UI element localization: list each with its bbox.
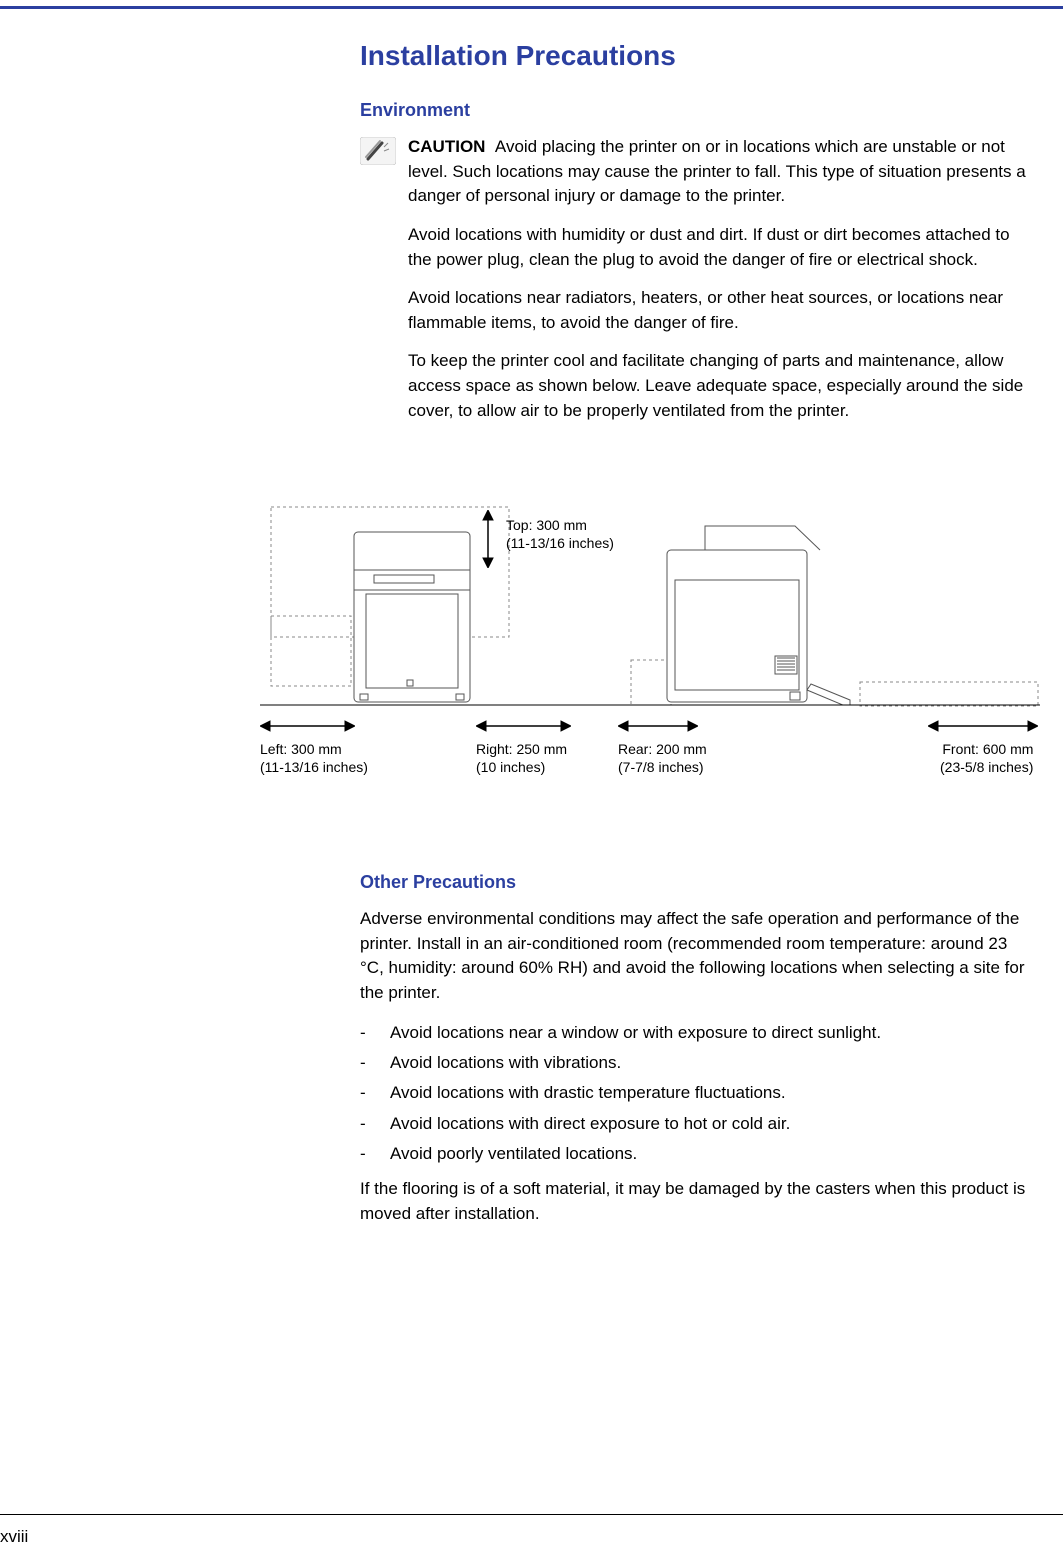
bullet-text: Avoid locations with vibrations. (390, 1050, 621, 1076)
dim-front-l2: (23-5/8 inches) (940, 759, 1033, 775)
caution-label: CAUTION (408, 137, 485, 156)
environment-heading: Environment (360, 100, 1035, 121)
arrow-right (476, 718, 571, 734)
bullet-list: -Avoid locations near a window or with e… (360, 1020, 1035, 1168)
env-para-3: Avoid locations near radiators, heaters,… (408, 286, 1035, 335)
dim-left-l1: Left: 300 mm (260, 741, 342, 757)
dim-right-l1: Right: 250 mm (476, 741, 567, 757)
dim-rear-l1: Rear: 200 mm (618, 741, 707, 757)
caution-text: Avoid placing the printer on or in locat… (408, 137, 1026, 205)
bullet-item: -Avoid locations with vibrations. (360, 1050, 1035, 1076)
other-heading: Other Precautions (360, 872, 1035, 893)
other-intro: Adverse environmental conditions may aff… (360, 907, 1035, 1006)
dim-rear: Rear: 200 mm (7-7/8 inches) (618, 740, 707, 776)
dim-top-l2: (11-13/16 inches) (506, 535, 614, 551)
page-title: Installation Precautions (360, 40, 1035, 72)
bullet-text: Avoid poorly ventilated locations. (390, 1141, 637, 1167)
bullet-dash: - (360, 1111, 390, 1137)
dim-front-l1: Front: 600 mm (942, 741, 1033, 757)
bullet-text: Avoid locations with drastic temperature… (390, 1080, 786, 1106)
bullet-item: -Avoid locations with direct exposure to… (360, 1111, 1035, 1137)
top-rule (0, 6, 1063, 9)
bullet-item: -Avoid locations near a window or with e… (360, 1020, 1035, 1046)
dim-rear-l2: (7-7/8 inches) (618, 759, 704, 775)
caution-icon (360, 137, 396, 165)
arrow-top (478, 510, 498, 568)
env-para-2: Avoid locations with humidity or dust an… (408, 223, 1035, 272)
dim-left: Left: 300 mm (11-13/16 inches) (260, 740, 368, 776)
other-closing: If the flooring is of a soft material, i… (360, 1177, 1035, 1226)
arrow-front (928, 718, 1038, 734)
upper-content: Installation Precautions Environment CAU… (360, 40, 1035, 437)
dim-right: Right: 250 mm (10 inches) (476, 740, 567, 776)
bullet-item: -Avoid locations with drastic temperatur… (360, 1080, 1035, 1106)
bullet-dash: - (360, 1141, 390, 1167)
dim-right-l2: (10 inches) (476, 759, 545, 775)
arrow-left (260, 718, 355, 734)
lower-content: Other Precautions Adverse environmental … (360, 850, 1035, 1241)
dim-top: Top: 300 mm (11-13/16 inches) (506, 516, 614, 552)
bullet-text: Avoid locations near a window or with ex… (390, 1020, 881, 1046)
arrow-rear (618, 718, 698, 734)
bullet-dash: - (360, 1080, 390, 1106)
baseline (260, 704, 1040, 706)
clearance-diagram: Top: 300 mm (11-13/16 inches) Left: 300 … (260, 500, 1040, 800)
printer-front-icon (352, 530, 472, 705)
dim-left-l2: (11-13/16 inches) (260, 759, 368, 775)
env-para-4: To keep the printer cool and facilitate … (408, 349, 1035, 423)
dim-front: Front: 600 mm (23-5/8 inches) (940, 740, 1033, 776)
caution-block: CAUTION Avoid placing the printer on or … (408, 135, 1035, 423)
bullet-dash: - (360, 1020, 390, 1046)
bullet-dash: - (360, 1050, 390, 1076)
caution-paragraph: CAUTION Avoid placing the printer on or … (408, 135, 1035, 209)
bullet-text: Avoid locations with direct exposure to … (390, 1111, 790, 1137)
bottom-rule (0, 1514, 1063, 1515)
bullet-item: -Avoid poorly ventilated locations. (360, 1141, 1035, 1167)
page-number: xviii (0, 1527, 28, 1547)
dim-top-l1: Top: 300 mm (506, 517, 587, 533)
printer-side-icon (665, 520, 855, 705)
